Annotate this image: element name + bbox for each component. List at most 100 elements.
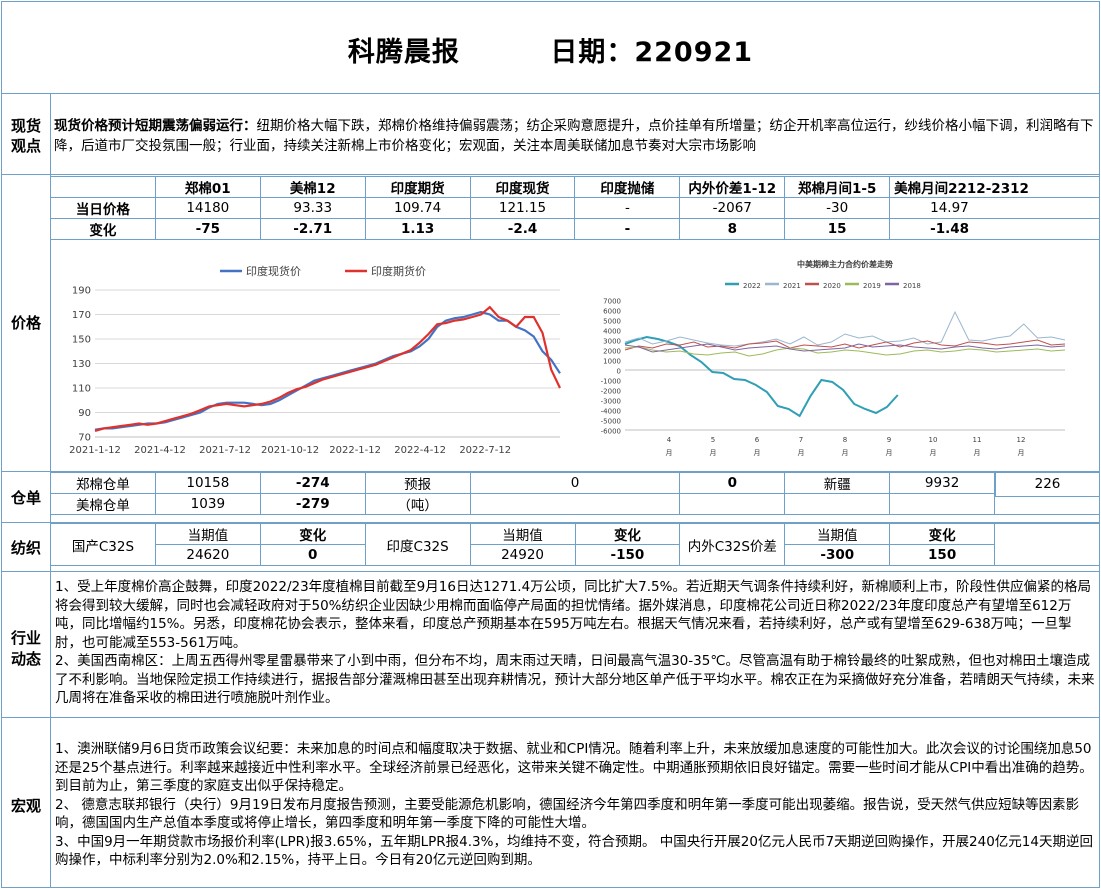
table-cell xyxy=(784,493,891,515)
x-tick-label: 2022-7-12 xyxy=(459,445,511,456)
viewpoint-text: 现货价格预计短期震荡偏弱运行：纽期价格大幅下跌，郑棉价格维持偏弱震荡；纺企采购意… xyxy=(54,116,1096,156)
table-cell: 15 xyxy=(784,218,891,240)
section-label-warehouse: 仓单 xyxy=(10,489,41,507)
x-tick-label: 4 xyxy=(667,436,672,444)
y-tick-label: 110 xyxy=(72,384,91,395)
row-label: 国产C32S xyxy=(50,523,156,566)
y-tick-label: 7000 xyxy=(603,298,621,306)
divider xyxy=(1,93,1100,94)
table-cell: 8 xyxy=(679,218,786,240)
section-label-macro: 宏观 xyxy=(10,797,41,815)
table-row: 美棉仓单 1039 -279 （吨） xyxy=(50,493,1100,515)
legend-label: 2020 xyxy=(823,282,841,290)
viewpoint-body: 纽期价格大幅下跌，郑棉价格维持偏弱震荡；纺企采购意愿提升，点价挂单有所增量；纺企… xyxy=(54,118,1094,154)
table-row: 国产C32S 当期值 变化 印度C32S 当期值 变化 内外C32S价差 当期值… xyxy=(50,523,1100,566)
textile-table: 国产C32S 当期值 变化 印度C32S 当期值 变化 内外C32S价差 当期值… xyxy=(50,523,1100,566)
y-tick-label: 0 xyxy=(617,368,621,376)
series-line-2019 xyxy=(624,346,1066,357)
divider xyxy=(1,471,1100,472)
y-tick-label: 90 xyxy=(78,408,91,419)
legend-label: 2021 xyxy=(783,282,801,290)
y-tick-label: 4000 xyxy=(603,328,621,336)
table-cell: 新疆 xyxy=(784,472,891,494)
table-cell: -75 xyxy=(154,218,261,240)
section-label-industry: 行业 动态 xyxy=(10,629,41,668)
table-cell: 150 xyxy=(889,544,996,566)
section-label-textile: 纺织 xyxy=(10,539,41,557)
viewpoint-headline: 现货价格预计短期震荡偏弱运行： xyxy=(54,118,257,134)
table-cell: （吨） xyxy=(364,493,471,515)
table-cell xyxy=(994,523,1100,566)
x-tick-unit: 月 xyxy=(842,449,849,457)
x-tick-label: 11 xyxy=(973,436,982,444)
y-tick-label: 5000 xyxy=(603,318,621,326)
table-row: 变化 -75 -2.71 1.13 -2.4 - 8 15 -1.48 xyxy=(50,218,1100,240)
x-tick-label: 2022-1-12 xyxy=(329,445,381,456)
x-tick-label: 7 xyxy=(799,436,803,444)
x-tick-label: 2022-4-12 xyxy=(394,445,446,456)
india-price-chart: 70 90 110 130 150 170 190 2021-1-12 2021-4-12 202… xyxy=(69,264,561,456)
table-cell: -2.71 xyxy=(259,218,366,240)
warehouse-table: 郑棉仓单 10158 -274 预报 0 0 新疆 9932 内地 美棉仓单 1… xyxy=(50,472,1100,515)
chart-title: 中美期棉主力合约价差走势 xyxy=(797,259,893,269)
divider xyxy=(1,717,1100,718)
table-cell xyxy=(889,493,996,515)
table-cell: 14180 xyxy=(154,197,261,219)
table-cell xyxy=(679,493,786,515)
x-tick-label: 9 xyxy=(887,436,891,444)
x-tick-label: 5 xyxy=(711,436,715,444)
industry-news: 1、受上年度棉价高企鼓舞，印度2022/23年度植棉目前截至9月16日达1271… xyxy=(55,578,1095,708)
col-header: 美棉12 xyxy=(259,176,366,198)
y-tick-label: 150 xyxy=(72,335,91,346)
table-row: 当日价格 14180 93.33 109.74 121.15 - -2067 -… xyxy=(50,197,1100,219)
table-cell: -1.48 xyxy=(889,218,1100,240)
y-tick-label: -5000 xyxy=(601,418,621,426)
table-corner xyxy=(50,176,156,198)
col-header: 印度期货 xyxy=(364,176,471,198)
x-tick-unit: 月 xyxy=(798,449,805,457)
row-label: 内外C32S价差 xyxy=(679,523,786,566)
macro-paragraph: 3、中国9月一年期贷款市场报价利率(LPR)报3.65%，五年期LPR报4.3%… xyxy=(55,833,1093,869)
legend-label: 2022 xyxy=(743,282,761,290)
table-cell: 10158 xyxy=(154,472,261,494)
table-cell: 9932 xyxy=(889,472,996,494)
section-label-price: 价格 xyxy=(10,314,41,332)
price-table-header-row: 郑棉01 美棉12 印度期货 印度现货 印度抛储 内外价差1-12 郑棉月间1-… xyxy=(50,176,1100,198)
legend-label: 2019 xyxy=(863,282,881,290)
x-tick-label: 10 xyxy=(929,436,938,444)
x-tick-unit: 月 xyxy=(930,449,937,457)
report-date: 日期：220921 xyxy=(550,37,754,68)
x-tick-label: 2021-4-12 xyxy=(134,445,186,456)
table-cell: 24920 xyxy=(469,544,576,566)
y-tick-label: 1000 xyxy=(603,358,621,366)
legend-label: 2018 xyxy=(903,282,921,290)
price-table: 郑棉01 美棉12 印度期货 印度现货 印度抛储 内外价差1-12 郑棉月间1-… xyxy=(50,176,1100,240)
table-cell: 14.97 xyxy=(889,197,1100,219)
col-header: 美棉月间2212-2312 xyxy=(889,176,1100,198)
legend-label: 印度现货价 xyxy=(246,264,301,278)
col-header: 印度现货 xyxy=(469,176,576,198)
col-header: 内外价差1-12 xyxy=(679,176,786,198)
col-header: 变化 xyxy=(889,523,996,545)
table-cell: -30 xyxy=(784,197,891,219)
divider xyxy=(1,522,1100,523)
y-tick-label: 130 xyxy=(72,359,91,370)
x-tick-unit: 月 xyxy=(666,449,673,457)
y-tick-label: -1000 xyxy=(601,378,621,386)
divider xyxy=(1,174,1100,175)
report-name: 科腾晨报 xyxy=(347,37,460,68)
table-cell: 109.74 xyxy=(364,197,471,219)
table-cell: -300 xyxy=(784,544,891,566)
x-tick-unit: 月 xyxy=(710,449,717,457)
series-line-印度期货价 xyxy=(94,305,561,432)
table-cell: 0 xyxy=(679,472,786,494)
col-header: 变化 xyxy=(574,523,681,545)
y-tick-label: 6000 xyxy=(603,308,621,316)
y-tick-label: 190 xyxy=(72,286,91,297)
row-label: 美棉仓单 xyxy=(50,493,156,515)
series-line-2022 xyxy=(624,335,899,418)
col-header: 变化 xyxy=(259,523,366,545)
row-label: 印度C32S xyxy=(364,523,471,566)
industry-paragraph: 1、受上年度棉价高企鼓舞，印度2022/23年度植棉目前截至9月16日达1271… xyxy=(55,579,1091,651)
